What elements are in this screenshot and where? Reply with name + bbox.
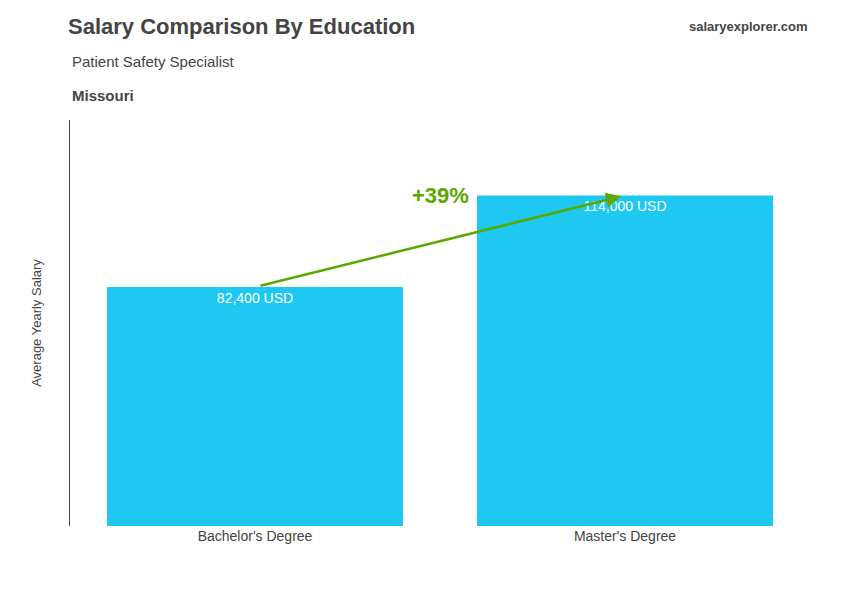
- svg-text:Master's Degree: Master's Degree: [574, 528, 676, 544]
- svg-text:114,000 USD: 114,000 USD: [583, 198, 666, 214]
- svg-text:Average Yearly Salary: Average Yearly Salary: [29, 259, 44, 387]
- svg-text:Patient Safety Specialist: Patient Safety Specialist: [72, 53, 235, 70]
- svg-text:Bachelor's Degree: Bachelor's Degree: [198, 528, 313, 544]
- svg-text:Missouri: Missouri: [72, 87, 134, 104]
- svg-text:82,400 USD: 82,400 USD: [217, 290, 293, 306]
- svg-text:+39%: +39%: [412, 183, 469, 208]
- svg-text:Salary Comparison By Education: Salary Comparison By Education: [68, 14, 415, 39]
- svg-text:salaryexplorer.com: salaryexplorer.com: [689, 19, 808, 34]
